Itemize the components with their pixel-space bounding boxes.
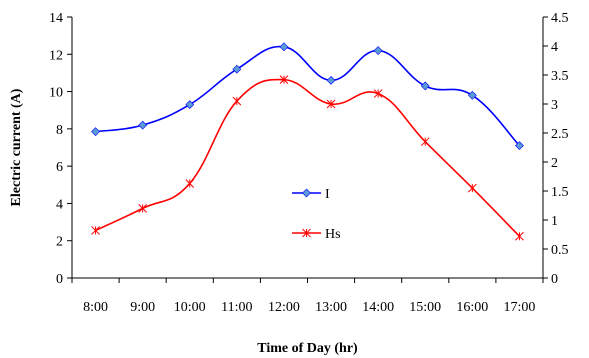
x-tick-label: 17:00	[504, 300, 536, 315]
x-tick-label: 10:00	[174, 300, 206, 315]
y2-tick-label: 1.5	[551, 185, 569, 200]
x-tick-label: 15:00	[409, 300, 441, 315]
legend: I Hs	[292, 187, 341, 242]
x-tick-label: 13:00	[315, 300, 347, 315]
y-tick-label: 8	[56, 123, 63, 138]
data-point-hs	[515, 231, 524, 241]
legend-marker-hs	[302, 228, 311, 238]
data-point-i	[91, 127, 100, 137]
x-axis-title: Time of Day (hr)	[257, 341, 358, 356]
y2-tick-label: 0	[551, 272, 558, 287]
x-tick-label: 11:00	[221, 300, 252, 315]
data-point-hs	[232, 96, 242, 106]
series-lines	[95, 45, 521, 237]
series-line-hs	[95, 78, 521, 237]
y2-tick-label: 0.5	[551, 243, 569, 258]
data-point-i	[467, 90, 477, 100]
x-tick-label: 16:00	[456, 300, 488, 315]
y-tick-label: 10	[49, 86, 63, 101]
y-tick-label: 12	[49, 48, 63, 63]
y2-tick-label: 3	[551, 98, 558, 113]
series-markers	[91, 42, 524, 241]
data-point-i	[232, 64, 242, 74]
legend-label-hs: Hs	[325, 227, 341, 242]
data-point-hs	[138, 204, 148, 213]
y-axis-title: Electric current (A)	[9, 88, 24, 206]
data-point-hs	[279, 75, 289, 84]
y2-tick-label: 1	[551, 214, 558, 229]
legend-marker-i	[302, 188, 311, 198]
data-point-hs	[91, 226, 100, 235]
data-point-hs	[467, 183, 477, 193]
y2-tick-label: 4.5	[551, 11, 569, 26]
data-point-hs	[420, 137, 430, 147]
data-point-i	[185, 100, 195, 110]
x-tick-label: 8:00	[83, 300, 108, 315]
data-point-i	[420, 81, 430, 91]
x-tick-label: 14:00	[362, 300, 394, 315]
data-point-hs	[185, 179, 195, 188]
x-tick-label: 9:00	[130, 300, 155, 315]
series-line-i	[95, 45, 521, 147]
y2-tick-label: 4	[551, 40, 558, 55]
y-tick-label: 14	[49, 11, 63, 26]
y-tick-label: 6	[56, 160, 63, 175]
x-tick-label: 12:00	[268, 300, 300, 315]
y-tick-label: 4	[56, 197, 63, 212]
y2-tick-label: 2	[551, 156, 558, 171]
data-point-i	[515, 141, 524, 151]
data-point-i	[326, 75, 336, 85]
axes: 0 2 4 6 8 10 12 14 0 0.5 1 1.5 2 2.5 3 3.5 4 4.5 8:00 9:00 1…	[49, 11, 569, 315]
y-tick-label: 2	[56, 235, 63, 250]
data-point-hs	[373, 89, 383, 98]
data-point-i	[279, 42, 289, 52]
legend-label-i: I	[325, 187, 330, 202]
data-point-i	[373, 46, 383, 55]
y-tick-label: 0	[56, 272, 63, 287]
y2-tick-label: 2.5	[551, 127, 569, 142]
data-point-hs	[326, 99, 336, 109]
y2-tick-label: 3.5	[551, 69, 569, 84]
data-point-i	[138, 120, 148, 130]
